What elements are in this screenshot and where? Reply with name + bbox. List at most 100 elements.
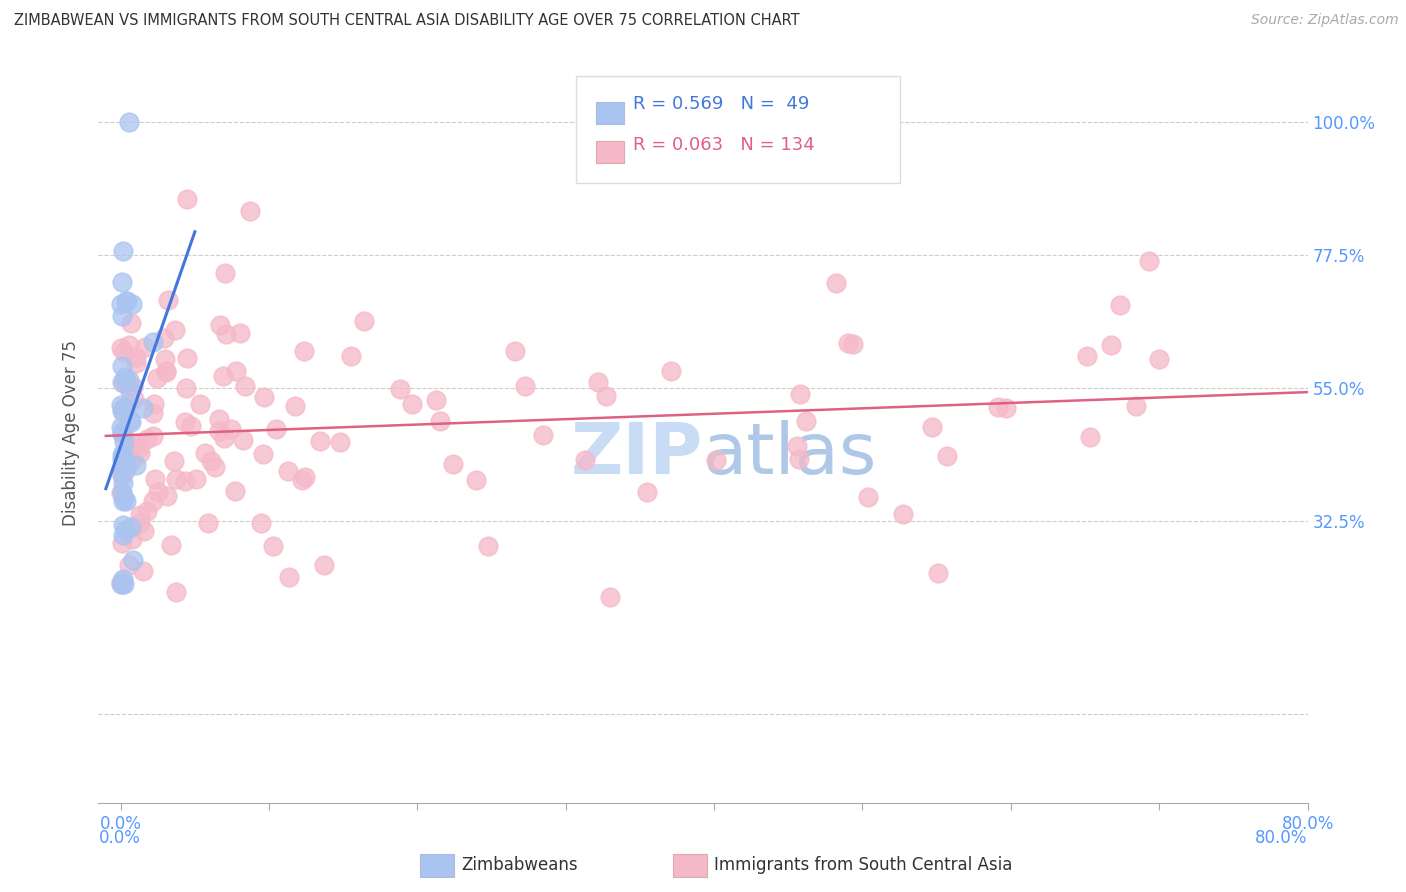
- Point: [174, 381, 197, 395]
- Point: [1147, 351, 1170, 366]
- Point: [160, 538, 183, 552]
- Point: [132, 401, 155, 415]
- Point: [125, 350, 148, 364]
- Point: [824, 277, 846, 291]
- Point: [927, 566, 949, 580]
- Point: [155, 364, 177, 378]
- Point: [207, 411, 229, 425]
- Point: [136, 432, 159, 446]
- Point: [111, 452, 134, 467]
- Point: [122, 392, 145, 406]
- Point: [114, 373, 136, 387]
- Point: [284, 399, 307, 413]
- Point: [252, 447, 274, 461]
- Point: [112, 576, 135, 591]
- Point: [142, 429, 165, 443]
- Point: [112, 434, 135, 449]
- Point: [118, 114, 141, 128]
- Point: [112, 461, 135, 475]
- Point: [121, 443, 143, 458]
- Point: [142, 407, 165, 421]
- Point: [163, 323, 186, 337]
- Point: [188, 397, 211, 411]
- Point: [121, 532, 143, 546]
- Point: [111, 405, 134, 419]
- Point: [142, 397, 165, 411]
- Point: [112, 491, 135, 506]
- Point: [120, 438, 142, 452]
- Point: [132, 564, 155, 578]
- Point: [111, 359, 134, 374]
- Point: [153, 331, 176, 345]
- Point: [124, 458, 146, 472]
- Text: ZIMBABWEAN VS IMMIGRANTS FROM SOUTH CENTRAL ASIA DISABILITY AGE OVER 75 CORRELAT: ZIMBABWEAN VS IMMIGRANTS FROM SOUTH CENT…: [14, 13, 800, 29]
- Point: [184, 472, 207, 486]
- Point: [503, 343, 526, 358]
- Point: [787, 452, 810, 467]
- Point: [659, 364, 682, 378]
- Point: [111, 518, 134, 533]
- Point: [441, 457, 464, 471]
- Point: [122, 553, 145, 567]
- Point: [112, 572, 135, 586]
- Point: [704, 453, 727, 467]
- Point: [118, 373, 141, 387]
- Point: [153, 352, 176, 367]
- Point: [1078, 430, 1101, 444]
- Point: [207, 424, 229, 438]
- Point: [112, 345, 135, 359]
- Point: [200, 453, 222, 467]
- Text: Immigrants from South Central Asia: Immigrants from South Central Asia: [714, 856, 1012, 874]
- Point: [388, 382, 411, 396]
- Point: [239, 204, 262, 219]
- Point: [329, 434, 352, 449]
- Point: [425, 393, 447, 408]
- Point: [277, 464, 299, 478]
- Point: [174, 474, 197, 488]
- Point: [143, 472, 166, 486]
- Point: [312, 558, 335, 573]
- Point: [114, 523, 136, 537]
- Point: [935, 449, 957, 463]
- Point: [294, 470, 316, 484]
- Point: [111, 404, 134, 418]
- Point: [1137, 254, 1160, 268]
- Point: [120, 415, 142, 429]
- Point: [204, 459, 226, 474]
- Point: [786, 439, 808, 453]
- Y-axis label: Disability Age Over 75: Disability Age Over 75: [62, 340, 80, 525]
- Point: [120, 316, 142, 330]
- Point: [891, 507, 914, 521]
- Point: [121, 452, 143, 467]
- Point: [856, 490, 879, 504]
- Point: [221, 422, 243, 436]
- Point: [224, 483, 246, 498]
- Point: [794, 413, 817, 427]
- Point: [115, 294, 138, 309]
- Point: [162, 453, 184, 467]
- Point: [157, 293, 180, 307]
- Point: [111, 468, 134, 483]
- Point: [125, 356, 148, 370]
- Point: [118, 379, 141, 393]
- Point: [214, 266, 236, 280]
- Point: [599, 591, 621, 605]
- Point: [121, 297, 143, 311]
- Point: [987, 400, 1010, 414]
- Point: [837, 335, 859, 350]
- Text: Zimbabweans: Zimbabweans: [461, 856, 578, 874]
- Point: [995, 401, 1018, 416]
- Point: [111, 446, 134, 460]
- Point: [180, 418, 202, 433]
- Point: [262, 539, 284, 553]
- Point: [465, 473, 488, 487]
- Point: [121, 380, 143, 394]
- Point: [110, 462, 132, 476]
- Point: [111, 310, 134, 324]
- Point: [112, 244, 135, 258]
- Point: [173, 415, 195, 429]
- Point: [127, 438, 149, 452]
- Point: [232, 433, 254, 447]
- Point: [110, 485, 132, 500]
- Point: [118, 338, 141, 352]
